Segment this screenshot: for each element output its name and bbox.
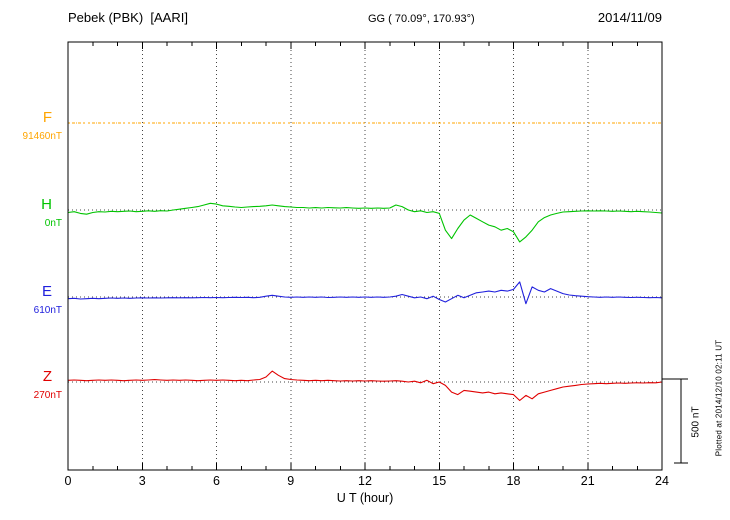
series-f-label: F bbox=[42, 109, 52, 126]
x-tick-3: 3 bbox=[138, 474, 146, 488]
x-tick-15: 15 bbox=[432, 474, 447, 488]
scalebar-label: 500 nT bbox=[690, 406, 702, 438]
x-tick-6: 6 bbox=[213, 474, 220, 488]
series-e-baseline-value: 610nT bbox=[33, 305, 62, 316]
series-z-label: Z bbox=[42, 368, 52, 385]
x-axis-label: U T (hour) bbox=[336, 491, 394, 505]
plotted-at-note: Plotted at 2014/12/10 02:11 UT bbox=[714, 339, 724, 457]
x-tick-0: 0 bbox=[64, 474, 72, 488]
series-h-label: H bbox=[41, 196, 52, 213]
series-f-baseline-value: 91460nT bbox=[22, 131, 62, 142]
series-h-baseline-value: 0nT bbox=[44, 218, 62, 229]
series-z-baseline-value: 270nT bbox=[33, 390, 62, 401]
x-tick-18: 18 bbox=[506, 474, 521, 488]
x-tick-21: 21 bbox=[580, 474, 595, 488]
x-tick-9: 9 bbox=[287, 474, 295, 488]
plot-date: 2014/11/09 bbox=[597, 10, 662, 25]
geo-coordinates: GG ( 70.09°, 170.93°) bbox=[368, 13, 475, 25]
x-tick-24: 24 bbox=[655, 474, 669, 488]
station-title: Pebek (PBK) [AARI] bbox=[68, 10, 188, 25]
x-tick-12: 12 bbox=[358, 474, 372, 488]
series-e-label: E bbox=[41, 283, 52, 300]
